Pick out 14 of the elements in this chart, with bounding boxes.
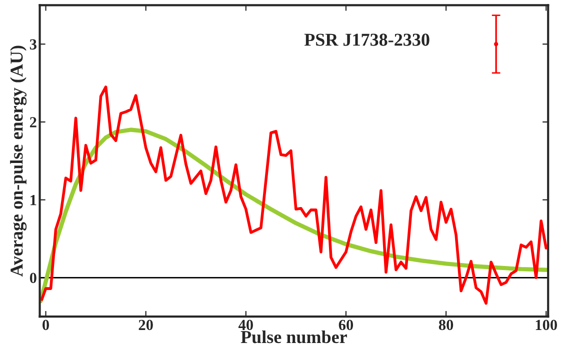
annotation: PSR J1738-2330 <box>304 34 430 46</box>
x-tick-label: 60 <box>338 320 354 330</box>
y-axis-title: Average on-pulse energy (AU) <box>10 46 27 277</box>
x-axis-title: Pulse number <box>240 330 347 344</box>
x-tick-label: 20 <box>138 320 153 330</box>
x-tick-label: 100 <box>536 320 557 330</box>
y-tick-label: 2 <box>30 117 36 128</box>
y-tick-label: 3 <box>30 39 36 50</box>
x-tick-label: 40 <box>238 320 253 330</box>
x-tick-label: 0 <box>42 320 49 330</box>
line-series <box>40 86 548 305</box>
y-tick-label: 1 <box>30 195 36 206</box>
x-tick-label: 80 <box>438 320 454 330</box>
y-tick-label: 0 <box>30 272 36 284</box>
